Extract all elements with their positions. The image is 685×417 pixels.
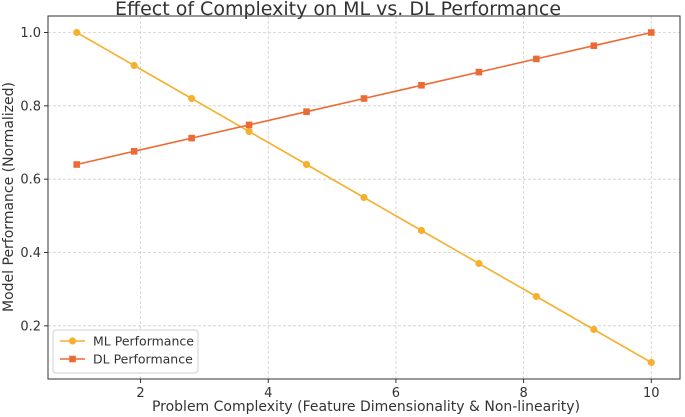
data-point-dl [475, 68, 483, 76]
data-point-dl [590, 42, 598, 49]
series-layer [73, 28, 655, 367]
legend-marker-ml [68, 337, 77, 345]
x-tick-label: 10 [643, 386, 660, 401]
x-tick-label: 4 [264, 386, 272, 401]
data-point-dl [418, 82, 425, 89]
data-point-ml [647, 358, 655, 367]
y-tick-label: 0.6 [20, 173, 41, 188]
y-tick-label: 1.0 [20, 26, 41, 41]
x-tick-label: 8 [519, 386, 527, 401]
plot-frame [47, 15, 681, 380]
data-point-ml [302, 160, 311, 169]
data-point-dl [303, 108, 310, 115]
legend-box [52, 329, 199, 374]
data-point-ml [245, 127, 253, 136]
data-point-ml [188, 94, 196, 103]
data-point-dl [533, 55, 540, 63]
data-point-dl [360, 95, 368, 102]
data-point-ml [360, 193, 368, 202]
legend: ML Performance DL Performance [52, 329, 199, 374]
y-tick-label: 0.8 [20, 99, 41, 114]
data-point-dl [188, 134, 195, 142]
legend-label-ml: ML Performance [93, 334, 194, 349]
grid [48, 16, 680, 379]
data-point-dl [130, 148, 138, 155]
data-point-ml [73, 28, 81, 37]
data-point-ml [475, 259, 483, 268]
data-point-dl [73, 161, 81, 168]
y-axis-label: Model Performance (Normalized) [1, 82, 17, 312]
ticks: 2 4 6 8 10 0.2 0.4 0.6 0.8 1.0 [20, 26, 659, 401]
data-point-dl [245, 121, 253, 129]
x-axis-label: Problem Complexity (Feature Dimensionali… [152, 399, 580, 415]
data-point-ml [532, 292, 540, 301]
y-tick-label: 0.2 [20, 319, 41, 334]
data-point-dl [647, 29, 655, 36]
y-tick-label: 0.4 [20, 246, 41, 261]
chart-title: Effect of Complexity on ML vs. DL Perfor… [115, 0, 561, 20]
x-tick-label: 2 [136, 386, 144, 401]
data-point-ml [130, 61, 138, 70]
legend-marker-dl [69, 355, 76, 363]
data-point-ml [590, 325, 598, 334]
x-tick-label: 6 [392, 386, 400, 401]
legend-label-dl: DL Performance [93, 352, 193, 367]
data-point-ml [417, 226, 426, 235]
